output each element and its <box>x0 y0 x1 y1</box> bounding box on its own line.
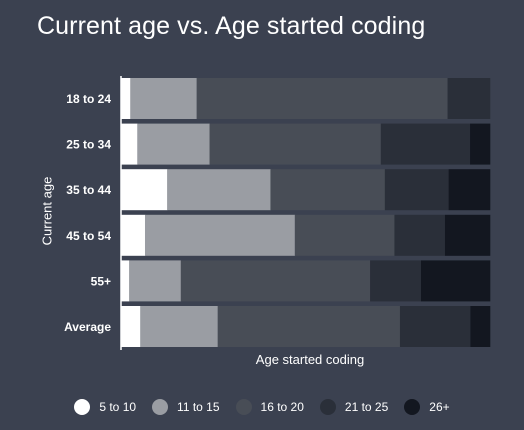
legend-item-5-to-10: 5 to 10 <box>74 399 136 415</box>
bar-18-to-24-11-to-15 <box>130 78 197 119</box>
bar-25-to-34-5-to-10 <box>121 123 138 165</box>
bar-35-to-44-21-to-25 <box>384 169 449 211</box>
bar-35-to-44-16-to-20 <box>270 169 386 211</box>
bar-35-to-44-26 <box>448 169 491 211</box>
y-tick-labels: 18 to 24 25 to 34 35 to 44 45 to 54 55+ Avera… <box>64 92 111 334</box>
bar-45-to-54-26 <box>444 214 491 256</box>
bar-55-26 <box>421 260 491 302</box>
legend-item-11-to-15: 11 to 15 <box>152 399 220 415</box>
legend-item-26: 26+ <box>404 399 450 415</box>
bar-25-to-34-11-to-15 <box>137 123 210 165</box>
bar-25-to-34-16-to-20 <box>209 123 382 165</box>
bar-average-26 <box>470 306 491 347</box>
legend-swatch <box>74 399 91 415</box>
y-tick-label: 55+ <box>91 274 111 288</box>
legend-label: 11 to 15 <box>177 400 220 414</box>
y-tick-label: Average <box>64 320 111 334</box>
bars-group <box>121 78 491 347</box>
legend-swatch <box>319 399 336 415</box>
bar-45-to-54-5-to-10 <box>121 214 146 256</box>
x-axis-label: Age started coding <box>256 352 364 367</box>
bar-average-21-to-25 <box>399 306 471 347</box>
bar-55-21-to-25 <box>370 260 422 302</box>
bar-average-11-to-15 <box>140 306 218 347</box>
bar-45-to-54-21-to-25 <box>394 214 446 256</box>
bar-18-to-24-5-to-10 <box>121 78 131 119</box>
chart-title: Current age vs. Age started coding <box>37 12 426 40</box>
bar-55-16-to-20 <box>180 260 371 302</box>
bar-average-5-to-10 <box>121 306 141 347</box>
legend-item-21-to-25: 21 to 25 <box>319 399 389 415</box>
bar-55-5-to-10 <box>121 260 130 302</box>
y-axis-label: Current age <box>39 177 54 246</box>
legend-label: 21 to 25 <box>344 400 389 414</box>
bar-18-to-24-16-to-20 <box>196 78 448 119</box>
legend-label: 5 to 10 <box>99 400 137 414</box>
legend-swatch <box>152 399 169 415</box>
legend-swatch <box>235 399 252 415</box>
bar-average-16-to-20 <box>217 306 401 347</box>
y-tick-label: 45 to 54 <box>66 229 111 243</box>
bar-35-to-44-11-to-15 <box>167 169 271 211</box>
bar-25-to-34-21-to-25 <box>380 123 471 165</box>
legend-item-16-to-20: 16 to 20 <box>235 399 304 415</box>
y-tick-label: 18 to 24 <box>66 92 111 106</box>
bar-18-to-24-21-to-25 <box>447 78 491 119</box>
y-tick-label: 25 to 34 <box>66 138 111 152</box>
legend-swatch <box>404 399 421 415</box>
bar-45-to-54-16-to-20 <box>294 214 395 256</box>
legend-label: 16 to 20 <box>260 400 304 414</box>
bar-55-11-to-15 <box>129 260 182 302</box>
bar-25-to-34-26 <box>470 123 491 165</box>
y-tick-label: 35 to 44 <box>66 183 111 197</box>
bar-35-to-44-5-to-10 <box>121 169 168 211</box>
legend: 5 to 10 11 to 15 16 to 20 21 to 25 26+ <box>0 396 524 418</box>
legend-label: 26+ <box>429 400 450 414</box>
bar-45-to-54-11-to-15 <box>144 214 296 256</box>
